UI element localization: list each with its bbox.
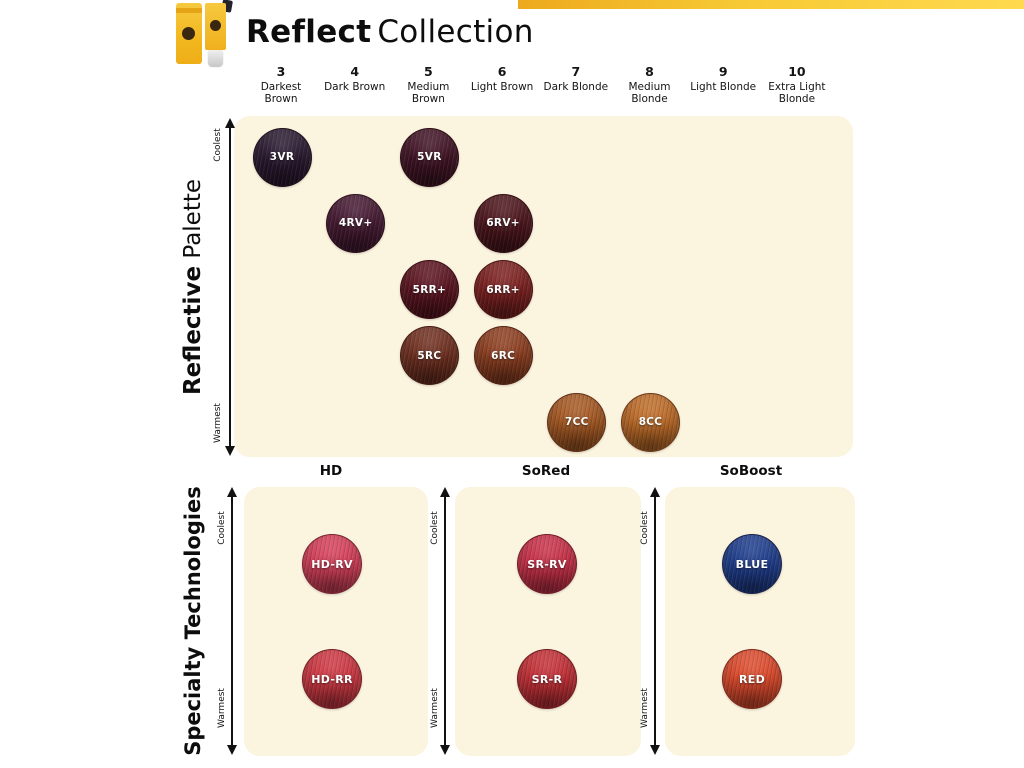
- level-number: 4: [350, 64, 360, 79]
- color-swatch-4rv-plus: 4RV+: [326, 193, 386, 253]
- specialty-panel-title: SoRed: [521, 463, 571, 479]
- level-number: 6: [497, 64, 507, 79]
- specialty-panel-title: SoBoost: [719, 463, 783, 479]
- level-column-header: 6 Light Brown: [464, 64, 540, 93]
- level-name: Darkest Brown: [260, 81, 302, 106]
- product-tube-image: [205, 3, 226, 50]
- swatch-code: 5VR: [417, 151, 442, 163]
- product-box-image: [176, 3, 202, 64]
- swatch-code: 6RV+: [486, 217, 520, 230]
- swatch-code: 6RC: [491, 349, 516, 362]
- level-number: 5: [424, 64, 433, 79]
- swatch-code: RED: [738, 672, 765, 686]
- coolest-label: Coolest: [640, 511, 650, 545]
- cool-warm-axis-arrow: [439, 487, 450, 755]
- reflective-palette-panel: [234, 116, 853, 457]
- swatch-code: 3VR: [269, 151, 295, 163]
- color-swatch-red: RED: [722, 649, 782, 709]
- swatch-code: 7CC: [564, 416, 589, 429]
- reflective-label-bold: Reflective: [180, 265, 206, 396]
- level-number: 10: [788, 64, 806, 79]
- color-swatch-hd-rr: HD-RR: [302, 649, 362, 709]
- color-swatch-blue: BLUE: [722, 534, 782, 594]
- swatch-code: HD-RV: [311, 557, 353, 571]
- color-swatch-hd-rv: HD-RV: [302, 534, 362, 594]
- swatch-code: 5RR+: [412, 283, 447, 296]
- level-number: 9: [718, 64, 728, 79]
- swatch-code: 8CC: [638, 416, 663, 429]
- level-name: Medium Blonde: [628, 81, 671, 106]
- coolest-label: Coolest: [213, 128, 223, 162]
- color-swatch-5vr: 5VR: [399, 127, 459, 187]
- product-tube-cap: [208, 50, 223, 66]
- swatch-code: HD-RR: [311, 672, 353, 686]
- warmest-label: Warmest: [430, 688, 440, 728]
- level-number: 7: [571, 64, 581, 79]
- level-number: 3: [276, 64, 286, 79]
- specialty-technologies-label: Specialty Technologies: [181, 486, 205, 756]
- title-regular: Collection: [377, 14, 534, 50]
- warmest-label: Warmest: [213, 403, 223, 443]
- level-column-header: 9 Light Blonde: [685, 64, 761, 93]
- color-swatch-5rr-plus: 5RR+: [399, 260, 459, 320]
- level-column-header: 5 Medium Brown: [390, 64, 466, 106]
- level-column-header: 3 Darkest Brown: [243, 64, 319, 106]
- level-column-header: 8 Medium Blonde: [612, 64, 688, 106]
- specialty-panel: [455, 487, 641, 756]
- reflective-palette-label: Reflective Palette: [180, 179, 206, 395]
- level-name: Medium Brown: [407, 81, 450, 106]
- cool-warm-axis-arrow: [649, 487, 660, 755]
- color-swatch-7cc: 7CC: [547, 392, 607, 452]
- level-column-header: 10 Extra Light Blonde: [759, 64, 835, 106]
- page-title: Reflect Collection: [246, 15, 534, 49]
- specialty-panel-title: HD: [319, 463, 343, 479]
- color-swatch-sr-rv: SR-RV: [517, 534, 577, 594]
- level-column-header: 7 Dark Blonde: [538, 64, 614, 93]
- swatch-code: 4RV+: [338, 217, 373, 230]
- specialty-panel: [665, 487, 855, 756]
- warmest-label: Warmest: [640, 688, 650, 728]
- swatch-code: SR-R: [531, 672, 563, 686]
- level-name: Dark Blonde: [543, 81, 609, 93]
- level-name: Light Brown: [470, 81, 534, 93]
- specialty-panel: [244, 487, 428, 756]
- top-accent-bar: [518, 0, 1024, 9]
- color-swatch-6rr-plus: 6RR+: [473, 260, 533, 320]
- color-swatch-5rc: 5RC: [399, 326, 459, 386]
- cool-warm-axis-arrow: [226, 487, 237, 755]
- coolest-label: Coolest: [430, 511, 440, 545]
- color-swatch-3vr: 3VR: [252, 127, 312, 187]
- swatch-code: 6RR+: [486, 283, 520, 296]
- color-swatch-sr-r: SR-R: [517, 649, 577, 709]
- level-column-header: 4 Dark Brown: [317, 64, 393, 93]
- color-swatch-6rv-plus: 6RV+: [473, 193, 533, 253]
- level-name: Light Blonde: [690, 81, 757, 93]
- level-name: Extra Light Blonde: [768, 81, 826, 106]
- swatch-code: BLUE: [735, 557, 769, 571]
- level-name: Dark Brown: [324, 81, 386, 93]
- coolest-label: Coolest: [217, 511, 227, 545]
- title-bold: Reflect: [246, 14, 372, 50]
- warmest-label: Warmest: [217, 688, 227, 728]
- palette-cool-warm-axis-arrow: [224, 118, 235, 456]
- color-swatch-8cc: 8CC: [621, 392, 680, 452]
- swatch-code: 5RC: [417, 349, 442, 362]
- palette-label-regular: Palette: [180, 178, 206, 259]
- color-swatch-6rc: 6RC: [473, 326, 533, 386]
- level-number: 8: [645, 64, 654, 79]
- swatch-code: SR-RV: [527, 557, 567, 571]
